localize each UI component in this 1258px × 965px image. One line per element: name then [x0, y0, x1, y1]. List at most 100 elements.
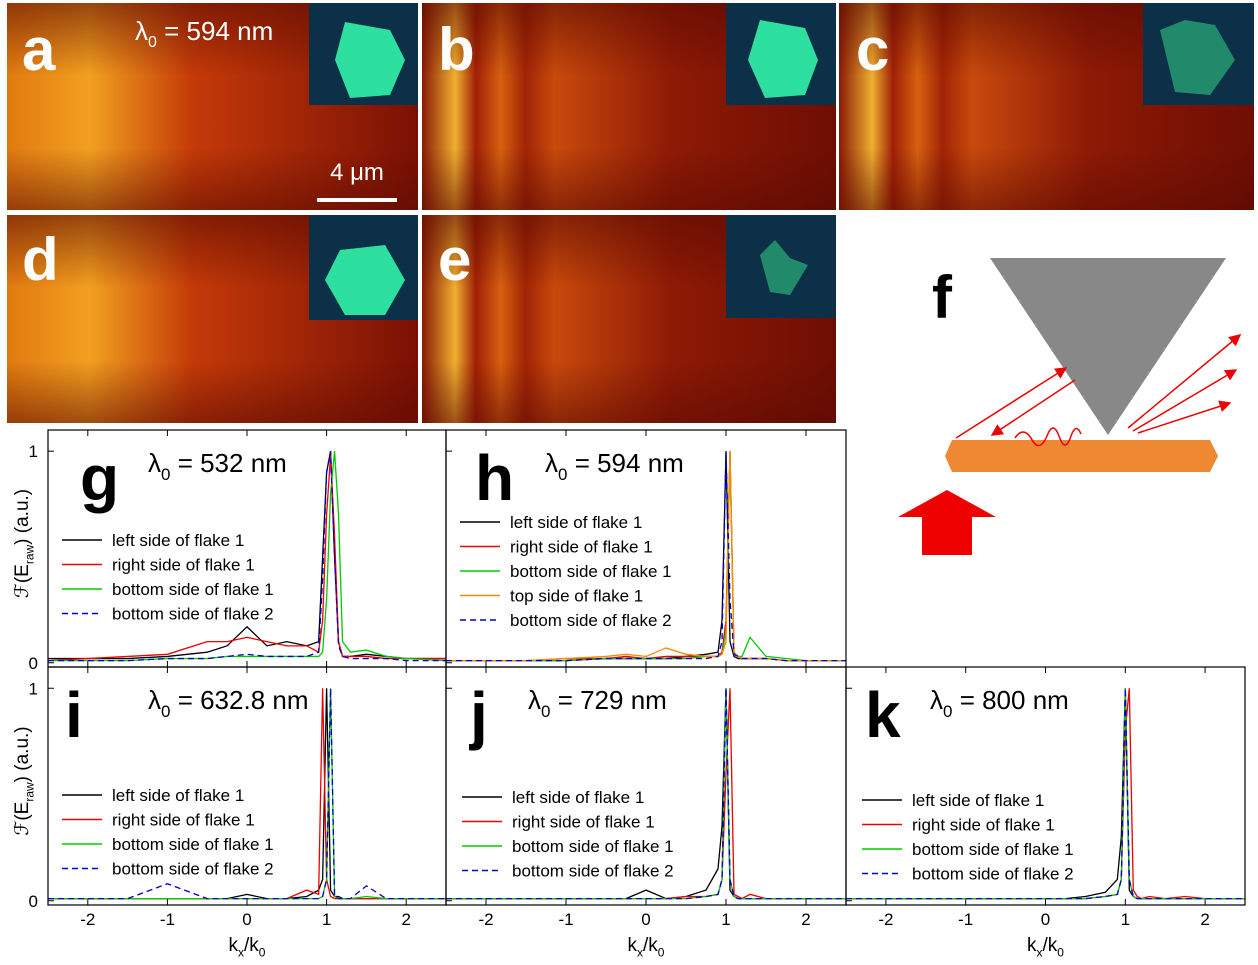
- x-axis-label-sub: 0: [658, 946, 665, 960]
- legend-label: left side of flake 1: [112, 786, 244, 805]
- x-tick-label: -1: [558, 910, 573, 929]
- series-line: [846, 688, 1245, 900]
- chart-title-part: λ: [148, 685, 161, 715]
- chart-title-part: = 632.8 nm: [170, 685, 308, 715]
- x-axis-label-part: /k: [1043, 935, 1058, 956]
- x-axis-label-part: k: [1027, 935, 1037, 956]
- x-tick-label: 0: [1041, 910, 1050, 929]
- rays: [955, 334, 1242, 447]
- x-tick-label: 0: [641, 910, 650, 929]
- series-line: [48, 451, 446, 660]
- legend-label: left side of flake 1: [912, 791, 1044, 810]
- charts: 0 1 left side of flake 1 right side of flak…: [12, 429, 1246, 960]
- legend-label: left side of flake 1: [510, 513, 642, 532]
- legend-label: left side of flake 1: [512, 788, 644, 807]
- series-line: [446, 451, 846, 662]
- y-axis-label: ℱ(Eraw) (a.u.): [12, 726, 37, 835]
- chart-title: λ0 = 800 nm: [930, 685, 1069, 721]
- x-axis-label: kx/k0: [229, 935, 266, 960]
- x-tick-label: 2: [801, 910, 810, 929]
- legend-label: right side of flake 1: [512, 813, 655, 832]
- chart-title-sub: 0: [161, 702, 170, 721]
- panel-label: f: [932, 264, 953, 331]
- y-axis-label-part: ℱ(E: [12, 802, 33, 836]
- scale-label: 4 μm: [330, 159, 384, 186]
- flake: [945, 440, 1218, 472]
- chart-label: h: [475, 442, 514, 514]
- chart-title-part: λ: [930, 685, 943, 715]
- chart-title: λ0 = 632.8 nm: [148, 685, 309, 721]
- series-line: [47, 455, 446, 662]
- panel-label: e: [438, 226, 471, 293]
- y-axis-label-part: ℱ(E: [12, 564, 33, 598]
- series-line: [48, 451, 447, 662]
- y-axis-label-sub: raw: [23, 545, 37, 565]
- x-axis-label-sub: 0: [1057, 946, 1064, 960]
- y-tick-label: 1: [29, 442, 38, 461]
- x-axis-label-part: /k: [244, 935, 259, 956]
- y-tick-label: 1: [29, 679, 38, 698]
- series-line: [446, 451, 846, 662]
- series-line: [48, 688, 446, 900]
- x-tick-label: -1: [958, 910, 973, 929]
- chart-title: λ0 = 532 nm: [148, 448, 287, 484]
- legend-label: bottom side of flake 1: [912, 840, 1074, 859]
- chart-title-part: λ: [528, 685, 541, 715]
- legend-label: bottom side of flake 1: [112, 835, 274, 854]
- x-tick-label: -1: [160, 910, 175, 929]
- legend-label: right side of flake 1: [112, 556, 255, 575]
- x-axis-label: kx/k0: [628, 935, 665, 960]
- panel-label: d: [22, 226, 59, 293]
- panel-label: c: [856, 16, 889, 83]
- legend-label: bottom side of flake 2: [510, 611, 672, 630]
- chart-title-sub: 0: [161, 465, 170, 484]
- chart-title: λ0 = 594 nm: [545, 448, 684, 484]
- chart-title-part: = 729 nm: [550, 685, 666, 715]
- chart-title-sub: 0: [943, 702, 952, 721]
- chart-title-part: = 594 nm: [567, 448, 683, 478]
- x-tick-label: -2: [478, 910, 493, 929]
- caption: λ0 = 594 nm: [135, 16, 273, 51]
- x-tick-label: 1: [721, 910, 730, 929]
- x-tick-label: 1: [322, 910, 331, 929]
- legend-label: bottom side of flake 2: [112, 860, 274, 879]
- chart-label: i: [65, 679, 83, 751]
- legend-label: bottom side of flake 2: [512, 862, 674, 881]
- caption-sub: 0: [148, 34, 157, 51]
- legend-label: bottom side of flake 2: [112, 605, 274, 624]
- x-axis-label-sub: 0: [259, 946, 266, 960]
- x-tick-label: 0: [242, 910, 251, 929]
- legend-label: top side of flake 1: [510, 587, 643, 606]
- plot-frame: [845, 666, 1246, 906]
- legend-label: bottom side of flake 2: [912, 865, 1074, 884]
- x-tick-label: 2: [401, 910, 410, 929]
- y-axis-label-sub: raw: [23, 782, 37, 802]
- caption-part: = 594 nm: [157, 16, 273, 46]
- y-axis-label-part: ) (a.u.): [12, 489, 33, 545]
- y-tick-label: 0: [29, 654, 38, 673]
- x-tick-label: -2: [878, 910, 893, 929]
- x-axis-label: kx/k0: [1027, 935, 1064, 960]
- legend-label: bottom side of flake 1: [112, 580, 274, 599]
- chart-label: g: [80, 442, 119, 514]
- chart-title-sub: 0: [558, 465, 567, 484]
- y-tick-label: 0: [29, 892, 38, 911]
- chart-title-part: = 800 nm: [952, 685, 1068, 715]
- panel-label: a: [22, 16, 56, 83]
- inset-flake: [335, 22, 405, 98]
- caption-part: λ: [135, 16, 148, 46]
- legend-label: left side of flake 1: [112, 531, 244, 550]
- x-axis-label-part: k: [229, 935, 239, 956]
- image-panels: 4 μm λ0 = 594 nm a b c d e: [7, 3, 1254, 555]
- x-axis-label-sub: x: [637, 946, 643, 960]
- series-line: [48, 688, 446, 900]
- chart-title-sub: 0: [541, 702, 550, 721]
- x-axis-label-sub: x: [1037, 946, 1043, 960]
- y-axis-label-part: ) (a.u.): [12, 726, 33, 782]
- series-line: [48, 451, 446, 662]
- tip: [990, 258, 1226, 435]
- chart-label: k: [865, 679, 901, 751]
- legend-label: right side of flake 1: [912, 816, 1055, 835]
- inset-flake: [748, 20, 818, 98]
